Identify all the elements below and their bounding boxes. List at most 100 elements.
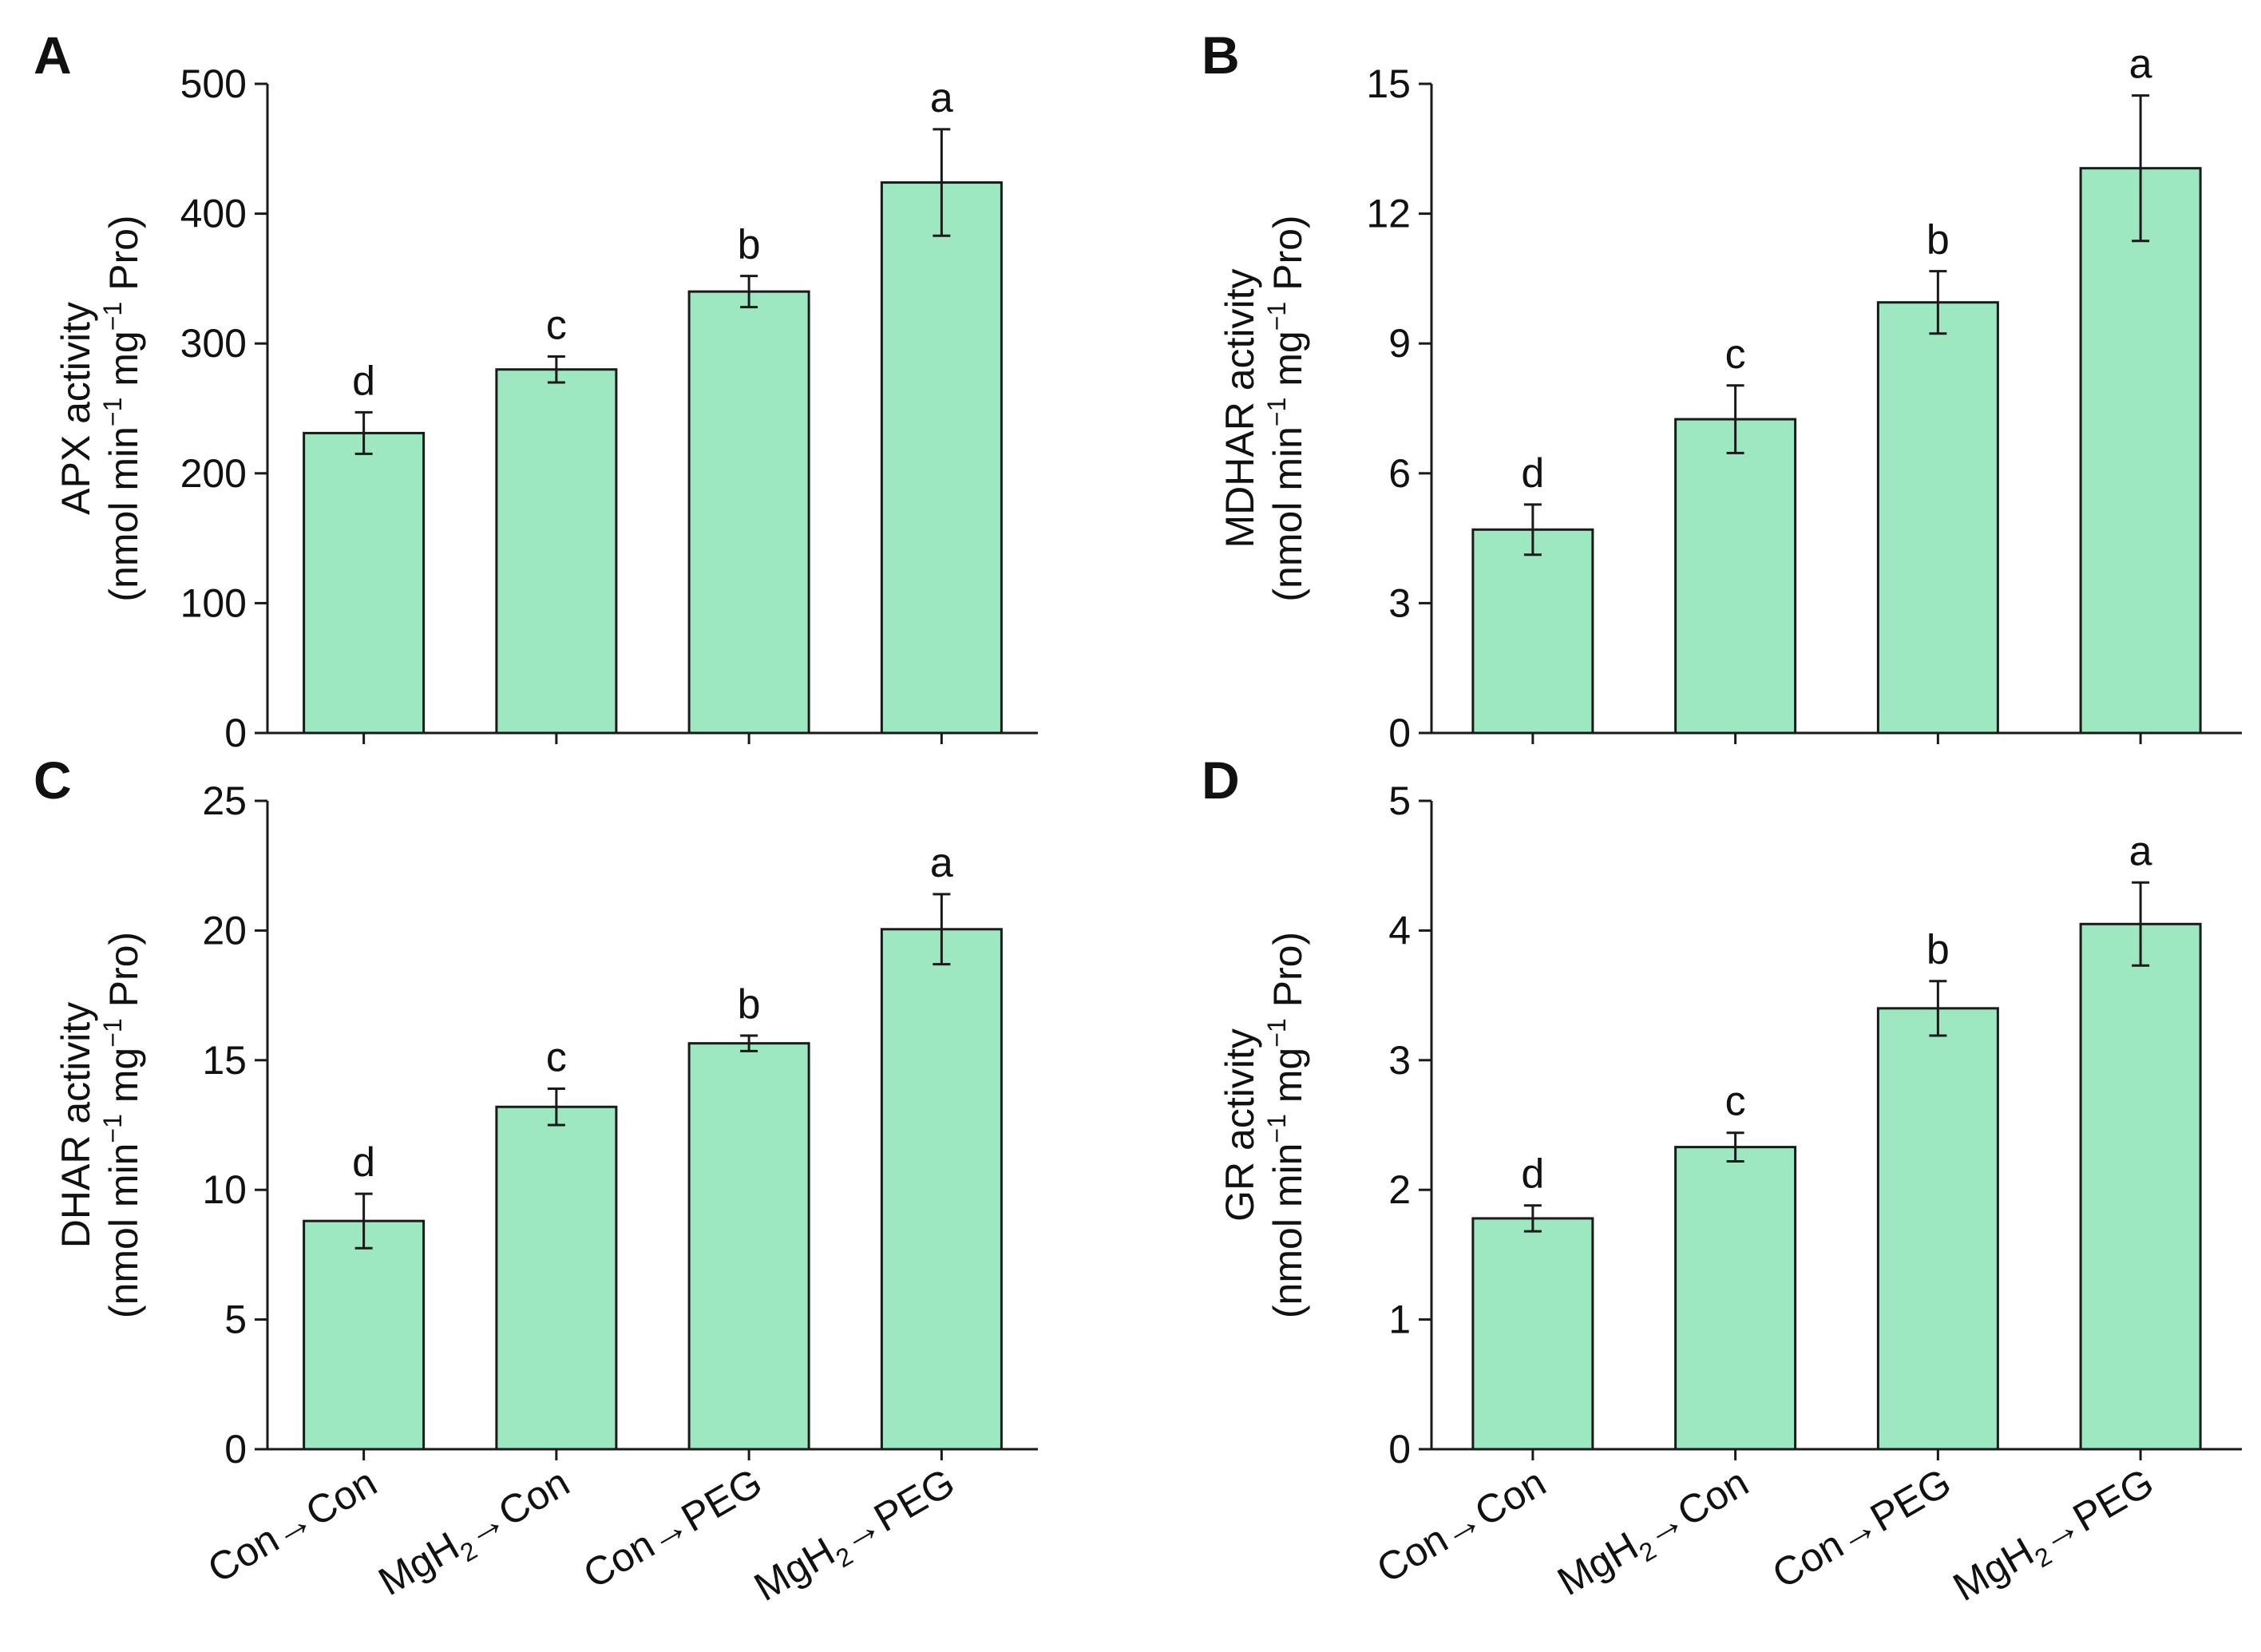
y-tick-label: 2: [1388, 1167, 1411, 1212]
category-base: MgH: [1946, 1529, 2041, 1610]
panel-a: Ad c b a 0 100 200 300 400 500 APX activity (nmol m…: [34, 26, 1038, 755]
error-bar: [354, 410, 373, 455]
unit-text: mg: [1265, 331, 1310, 397]
error-bar: [547, 355, 565, 384]
bar: [687, 290, 810, 735]
significance-letter: a: [2129, 42, 2152, 88]
y-tick-label: 400: [180, 192, 247, 236]
error-bar: [1523, 503, 1542, 557]
error-bar: [354, 1192, 373, 1250]
y-tick-label: 10: [202, 1167, 247, 1212]
x-category-label: Con→Con: [200, 1460, 384, 1591]
error-bar: [740, 275, 758, 309]
category-target: →PEG: [639, 1460, 770, 1560]
category-target: →PEG: [1828, 1460, 1958, 1560]
significance-letter: b: [1926, 927, 1950, 973]
significance-letter: b: [738, 981, 761, 1028]
y-tick-label: 15: [202, 1038, 247, 1083]
bar: [2079, 922, 2202, 1451]
significance-letter: a: [930, 75, 953, 121]
bar: [1674, 418, 1797, 735]
unit-text: (nmol min: [1265, 426, 1310, 601]
y-tick-label: 500: [180, 61, 247, 106]
y-tick-label: 15: [1366, 61, 1411, 106]
y-tick-label: 100: [180, 580, 247, 625]
significance-letter: b: [1926, 217, 1950, 263]
y-tick-label: 9: [1388, 321, 1411, 366]
unit-text: mg: [1265, 1048, 1310, 1114]
unit-text: Pro): [1265, 932, 1310, 1018]
unit-superscript: −1: [1262, 302, 1291, 331]
y-axis-title-line1: MDHAR activity: [1218, 268, 1262, 548]
bar: [303, 431, 426, 735]
x-category-label: Con→PEG: [1765, 1460, 1958, 1597]
bar: [495, 1105, 618, 1451]
category-target: →Con: [1433, 1460, 1554, 1555]
unit-superscript: −1: [1262, 1018, 1291, 1047]
bar: [1471, 1217, 1594, 1451]
panel-letter: B: [1202, 26, 1240, 85]
y-tick-label: 25: [202, 778, 247, 823]
y-axis-title-line1: DHAR activity: [53, 1002, 98, 1248]
unit-superscript: −1: [98, 302, 127, 331]
error-bar: [1726, 1131, 1744, 1163]
unit-text: Pro): [101, 932, 146, 1018]
error-bar: [933, 128, 951, 237]
y-tick-label: 0: [224, 711, 247, 755]
error-bar: [1726, 384, 1744, 454]
significance-letter: c: [1725, 1079, 1746, 1125]
y-tick-label: 1: [1388, 1297, 1411, 1342]
unit-superscript: −1: [98, 1018, 127, 1047]
significance-letter: a: [930, 840, 953, 886]
bar: [880, 181, 1003, 735]
category-base: MgH: [371, 1523, 466, 1604]
significance-letter: b: [738, 222, 761, 268]
bar: [2079, 167, 2202, 735]
y-axis-title-line2: (nmol min−1 mg−1 Pro): [98, 932, 146, 1318]
y-tick-label: 12: [1366, 192, 1411, 236]
bar: [880, 928, 1003, 1451]
y-axis-title-line1: GR activity: [1218, 1028, 1262, 1222]
y-axis-title-line1: APX activity: [53, 302, 98, 515]
unit-superscript: −1: [98, 398, 127, 426]
category-target: →PEG: [2031, 1460, 2161, 1560]
unit-superscript: −1: [98, 1114, 127, 1143]
y-tick-label: 4: [1388, 908, 1411, 953]
y-axis-title-line2: (nmol min−1 mg−1 Pro): [1262, 932, 1310, 1318]
y-tick-label: 5: [1388, 778, 1411, 823]
y-tick-label: 0: [224, 1427, 247, 1472]
y-tick-label: 5: [224, 1297, 247, 1342]
panel-c: Cd c b a 0 5 10 15 20 25 DHAR activity (nmol min−1 …: [34, 751, 1038, 1615]
panel-letter: D: [1202, 751, 1240, 810]
y-tick-label: 0: [1388, 711, 1411, 755]
y-tick-label: 20: [202, 908, 247, 953]
significance-letter: a: [2129, 828, 2152, 874]
bar: [1471, 528, 1594, 735]
unit-text: Pro): [101, 215, 146, 301]
y-tick-label: 3: [1388, 580, 1411, 625]
error-bar: [740, 1034, 758, 1052]
y-tick-label: 6: [1388, 451, 1411, 496]
y-tick-label: 3: [1388, 1038, 1411, 1083]
category-target: →PEG: [832, 1460, 962, 1560]
y-axis-title-line2: (nmol min−1 mg−1 Pro): [1262, 215, 1310, 601]
y-tick-label: 300: [180, 321, 247, 366]
significance-letter: d: [352, 358, 375, 404]
category-target: →Con: [263, 1460, 384, 1555]
x-category-label: Con→PEG: [576, 1460, 769, 1597]
unit-superscript: −1: [1262, 1114, 1291, 1143]
error-bar: [1523, 1204, 1542, 1233]
error-bar: [933, 893, 951, 966]
significance-letter: c: [1725, 331, 1746, 378]
unit-text: Pro): [1265, 215, 1310, 301]
x-category-label: MgH2→PEG: [1946, 1460, 2164, 1615]
error-bar: [1929, 980, 1947, 1037]
error-bar: [1929, 270, 1947, 335]
bar: [495, 368, 618, 735]
category-base: MgH: [746, 1529, 841, 1610]
x-category-label: MgH2→PEG: [746, 1460, 965, 1615]
significance-letter: c: [546, 302, 567, 348]
